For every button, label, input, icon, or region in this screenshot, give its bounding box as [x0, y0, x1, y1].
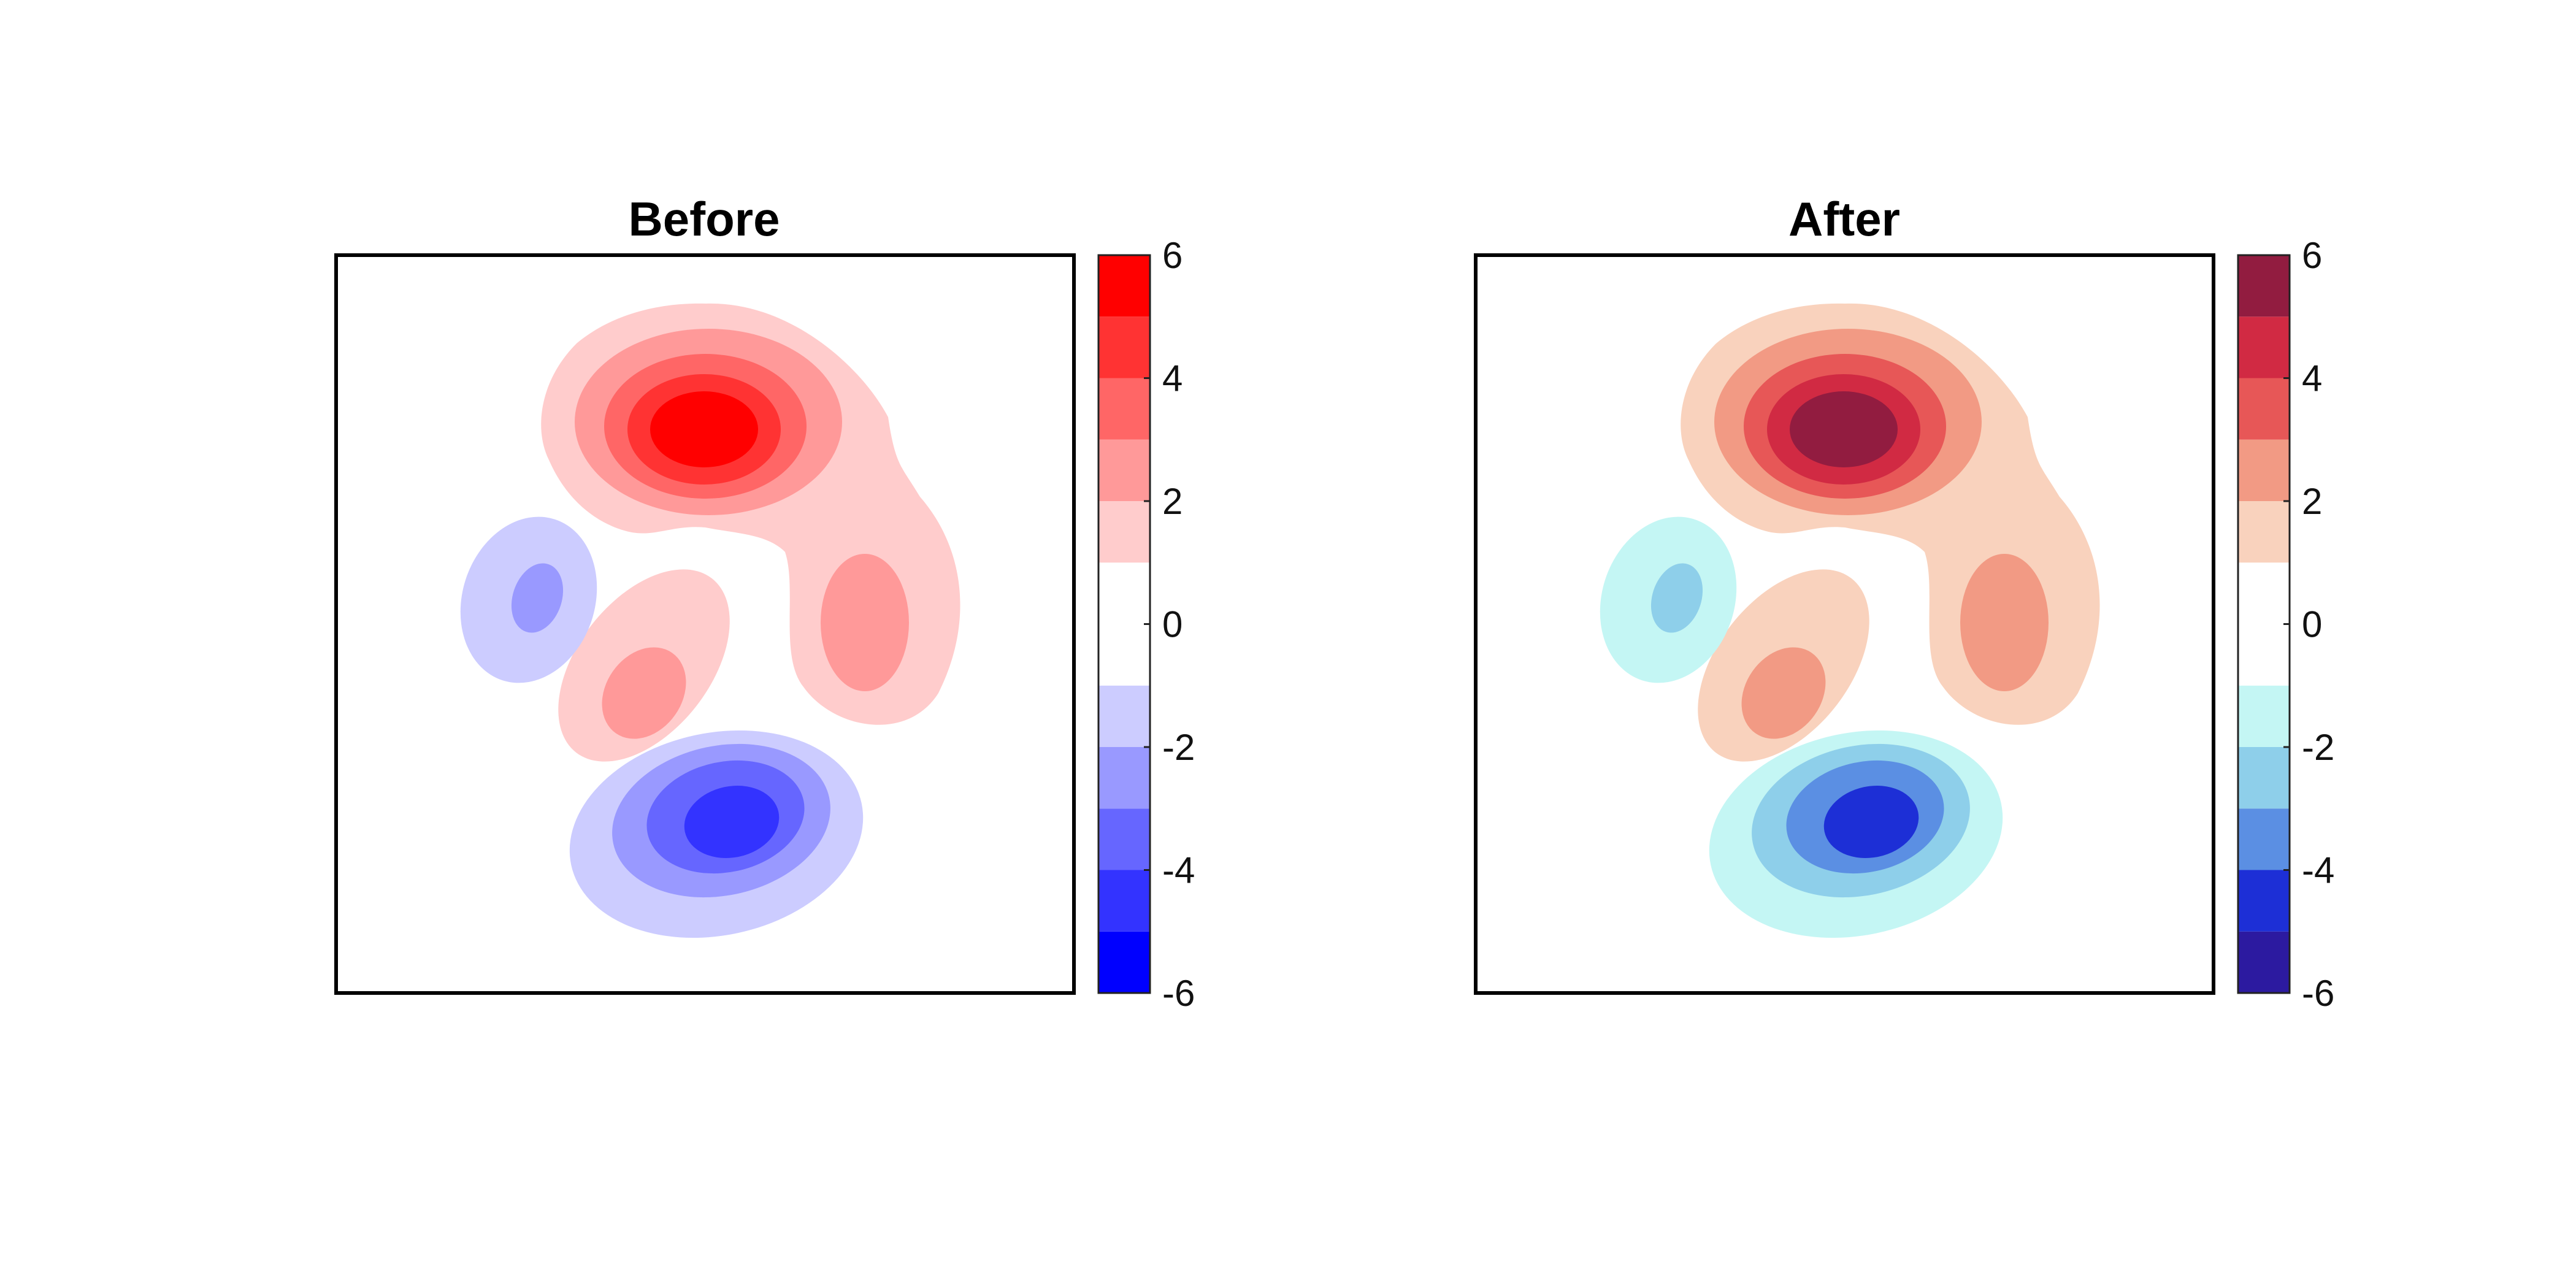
before-colorbar-bands: [1098, 255, 1150, 993]
before-colorbar-band: [1098, 870, 1150, 932]
before-colorbar-band: [1098, 501, 1150, 563]
after-colorbar-tick-label: -2: [2302, 727, 2334, 768]
before-panel: Before 6 4 2: [334, 192, 1195, 1014]
after-colorbar-band: [2238, 808, 2290, 870]
after-colorbar-band: [2238, 870, 2290, 932]
after-right-lobe-level-2: [1960, 554, 2049, 691]
after-colorbar-band: [2238, 378, 2290, 440]
after-colorbar-tick-label: 4: [2302, 358, 2322, 399]
after-colorbar-band: [2238, 316, 2290, 378]
after-colorbar-bands: [2238, 255, 2290, 993]
after-colorbar-band: [2238, 562, 2290, 686]
before-right-lobe-level-2: [821, 554, 909, 691]
after-colorbar-tick-label: -6: [2302, 973, 2334, 1014]
after-plot-frame: [1474, 253, 2215, 995]
after-title: After: [1788, 192, 1900, 246]
before-colorbar-band: [1098, 931, 1150, 993]
before-colorbar-band: [1098, 808, 1150, 870]
before-colorbar-band: [1098, 685, 1150, 747]
before-colorbar-band: [1098, 378, 1150, 440]
before-colorbar: 6 4 2 0 -2 -4 -6: [1097, 235, 1195, 1014]
after-panel: After 6 4 2 0 -2 -4: [1474, 192, 2334, 1014]
before-colorbar-band: [1098, 562, 1150, 686]
before-contour-plot: [460, 303, 960, 938]
after-colorbar-band: [2238, 931, 2290, 993]
before-top-peak-level-5: [650, 391, 758, 467]
after-colorbar-tick-label: 2: [2302, 481, 2322, 522]
before-left-negative-lobe-level-2: [511, 563, 564, 633]
after-colorbar-tick-label: 6: [2302, 235, 2322, 276]
before-colorbar-tick-label: -4: [1162, 850, 1195, 891]
before-plot-frame: [334, 253, 1076, 995]
after-colorbar-band: [2238, 439, 2290, 501]
before-title: Before: [628, 192, 780, 246]
after-colorbar-tick-label: -4: [2302, 850, 2334, 891]
before-colorbar-tick-label: 4: [1162, 358, 1183, 399]
before-colorbar-band: [1098, 747, 1150, 809]
after-colorbar-tick-label: 0: [2302, 604, 2322, 645]
after-colorbar-ticks: [2283, 254, 2290, 994]
before-colorbar-tick-label: -2: [1162, 727, 1195, 768]
after-colorbar-band: [2238, 501, 2290, 563]
after-colorbar: 6 4 2 0 -2 -4 -6: [2237, 235, 2334, 1014]
after-top-peak-level-5: [1790, 391, 1898, 467]
after-colorbar-band: [2238, 685, 2290, 747]
before-colorbar-tick-label: 2: [1162, 481, 1183, 522]
before-bottom-negative-lobe-level-4: [684, 785, 780, 859]
before-colorbar-band: [1098, 255, 1150, 317]
before-colorbar-tick-label: 0: [1162, 604, 1183, 645]
after-left-negative-lobe-level-2: [1650, 563, 1703, 633]
after-lower-left-lobe-level-2: [1741, 647, 1826, 739]
after-contour-plot: [1600, 303, 2100, 938]
before-colorbar-band: [1098, 439, 1150, 501]
before-lower-left-lobe-level-2: [602, 647, 686, 739]
after-colorbar-band: [2238, 747, 2290, 809]
before-colorbar-tick-label: 6: [1162, 235, 1183, 276]
before-colorbar-band: [1098, 316, 1150, 378]
after-bottom-negative-lobe-level-4: [1823, 785, 1919, 859]
after-colorbar-band: [2238, 255, 2290, 317]
before-colorbar-tick-label: -6: [1162, 973, 1195, 1014]
before-colorbar-ticks: [1144, 254, 1150, 994]
